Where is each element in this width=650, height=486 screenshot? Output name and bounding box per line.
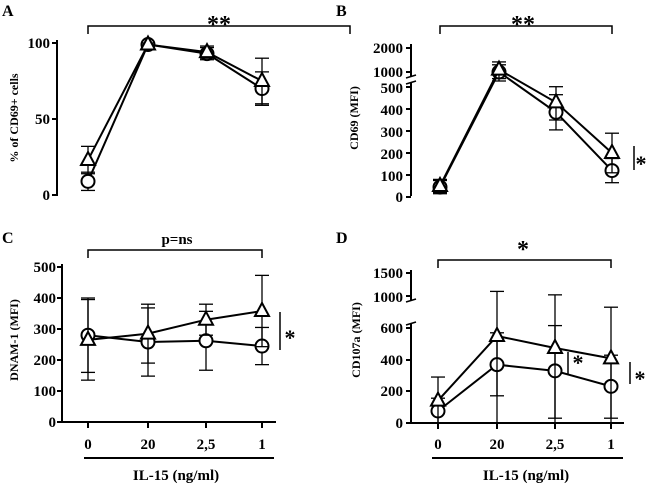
side-significance-star: * [636, 151, 647, 176]
triangle-marker [139, 323, 157, 340]
y-tick-label: 1000 [373, 65, 403, 81]
panel-d: D * CD107a (MFI) 1500 1000 600 400 200 0… [336, 230, 646, 484]
triangle-marker [546, 337, 564, 354]
x-tick-labels: 0 20 2,5 1 [84, 437, 266, 453]
y-tick-label: 50 [35, 112, 50, 128]
panel-letter: A [2, 3, 14, 20]
y-tick-label: 0 [396, 416, 404, 432]
y-tick-label: 0 [396, 190, 404, 206]
significance-bracket [439, 25, 613, 34]
plot-area [52, 25, 351, 196]
panel-b: B ** CD69 (MFI) 2000 1000 500 400 300 20… [336, 3, 647, 206]
series-line [437, 334, 612, 402]
y-tick-labels: 100 50 0 [28, 36, 51, 204]
y-tick-labels: 500 400 300 200 100 0 [34, 260, 57, 431]
y-tick-label: 0 [43, 188, 51, 204]
y-tick-label: 100 [28, 36, 51, 52]
x-tick-label: 20 [490, 437, 505, 453]
panel-letter: D [336, 230, 348, 247]
side-significance-star: * [285, 325, 296, 350]
panel-a: A ** % of CD69+ cells 100 50 0 [2, 3, 351, 204]
y-tick-label: 400 [34, 291, 57, 307]
triangle-marker [429, 390, 447, 407]
y-tick-label: 500 [34, 260, 57, 276]
y-tick-label: 2000 [373, 41, 403, 57]
x-tick-labels: 0 20 2,5 1 [434, 437, 615, 453]
significance-label: ** [207, 12, 231, 38]
y-axis-title: CD107a (MFI) [349, 302, 363, 378]
x-axis-title: IL-15 (ng/ml) [133, 468, 219, 484]
triangle-marker [490, 59, 508, 76]
y-tick-label: 400 [381, 103, 404, 119]
y-tick-label: 300 [34, 322, 57, 338]
significance-bracket [87, 25, 351, 34]
x-tick-label: 2,5 [546, 437, 565, 453]
y-tick-label: 200 [381, 384, 404, 400]
y-tick-label: 200 [34, 353, 57, 369]
significance-bracket [437, 259, 612, 268]
plot-area [405, 25, 635, 198]
plot-area [405, 259, 631, 429]
series-line [437, 363, 612, 412]
y-tick-label: 500 [381, 81, 404, 97]
x-axis-title: IL-15 (ng/ml) [483, 468, 569, 484]
y-tick-labels: 2000 1000 500 400 300 200 100 0 [373, 41, 403, 206]
circle-marker [198, 333, 214, 349]
side-significance-star: * [573, 350, 584, 375]
triangle-marker [431, 175, 449, 192]
x-tick-label: 0 [84, 437, 92, 453]
side-significance-star: * [635, 366, 646, 391]
triangle-marker [139, 34, 157, 51]
series-line [439, 68, 613, 187]
x-tick-label: 0 [434, 437, 442, 453]
series-line [87, 43, 263, 161]
y-tick-label: 400 [381, 353, 404, 369]
triangle-marker [198, 42, 216, 59]
significance-bracket [87, 249, 263, 258]
y-tick-label: 200 [381, 147, 404, 163]
significance-label: p=ns [161, 232, 192, 248]
y-tick-label: 600 [381, 321, 404, 337]
x-tick-label: 1 [258, 437, 266, 453]
triangle-marker [253, 300, 271, 318]
panel-letter: B [336, 3, 347, 20]
y-tick-label: 1500 [373, 266, 403, 282]
axis-break-mark [405, 321, 417, 326]
y-tick-label: 100 [34, 384, 57, 400]
triangle-marker [253, 70, 271, 87]
x-tick-label: 1 [607, 437, 615, 453]
y-tick-label: 100 [381, 169, 404, 185]
axis-break-mark [405, 80, 417, 85]
circle-marker [80, 173, 96, 189]
y-axis-title: DNAM-1 (MFI) [7, 299, 21, 381]
series-line [87, 310, 263, 341]
triangle-marker [488, 325, 506, 342]
panel-letter: C [2, 230, 14, 247]
y-axis-title: % of CD69+ cells [7, 73, 21, 162]
axis-break-mark [405, 298, 417, 303]
triangle-marker [79, 149, 97, 167]
panel-c: C p=ns DNAM-1 (MFI) 500 400 300 200 100 … [2, 230, 296, 484]
triangle-marker [547, 92, 565, 109]
significance-label: ** [511, 12, 535, 38]
y-tick-labels: 1500 1000 600 400 200 0 [373, 266, 403, 432]
x-tick-label: 20 [141, 437, 156, 453]
y-tick-label: 0 [49, 415, 57, 431]
series-line [87, 334, 263, 348]
y-tick-label: 300 [381, 125, 404, 141]
triangle-marker [603, 142, 621, 159]
triangle-marker [79, 329, 97, 346]
x-tick-label: 2,5 [197, 437, 216, 453]
triangle-marker [602, 348, 620, 365]
triangle-marker [197, 309, 215, 326]
series-line [87, 43, 263, 182]
y-axis-title: CD69 (MFI) [347, 86, 361, 150]
plot-area [57, 249, 281, 428]
axis-break-mark [405, 74, 417, 79]
y-tick-label: 1000 [373, 290, 403, 306]
significance-label: * [517, 237, 529, 263]
